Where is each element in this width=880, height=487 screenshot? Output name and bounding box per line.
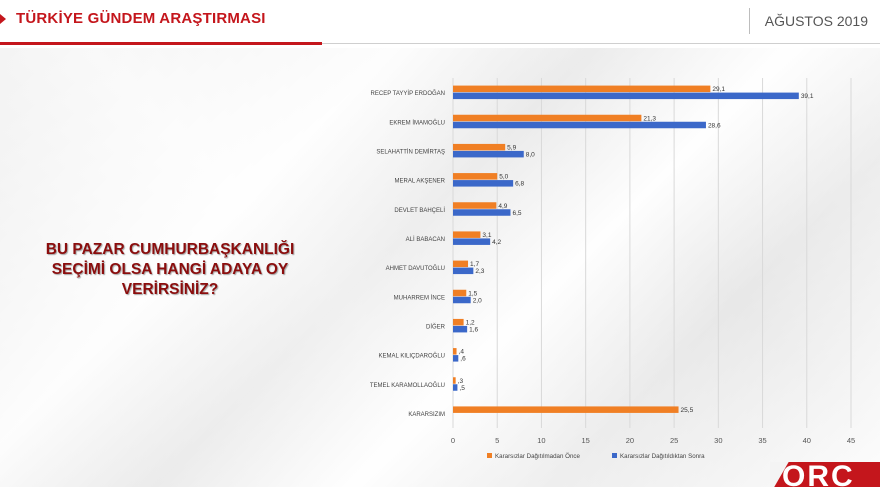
- data-label: 39,1: [801, 93, 814, 100]
- survey-question: BU PAZAR CUMHURBAŞKANLIĞI SEÇİMİ OLSA HA…: [22, 240, 318, 300]
- x-tick-label: 10: [537, 436, 545, 445]
- brand-logo-text: ORC: [782, 462, 855, 487]
- data-label: 6,8: [515, 181, 524, 188]
- category-label: MUHARREM İNCE: [394, 294, 445, 301]
- category-label: SELAHATTİN DEMİRTAŞ: [376, 148, 445, 155]
- category-label: TEMEL KARAMOLLAOĞLU: [370, 382, 445, 389]
- category-label: EKREM İMAMOĞLU: [389, 119, 445, 126]
- bar: [453, 377, 456, 384]
- bar: [453, 173, 498, 180]
- bar: [453, 355, 459, 362]
- bar: [453, 384, 458, 391]
- bar: [453, 296, 471, 304]
- data-label: 21,3: [643, 115, 656, 122]
- date-separator: [749, 8, 750, 34]
- x-tick-label: 0: [451, 436, 455, 445]
- bar: [453, 318, 464, 326]
- question-line-3: VERİRSİNİZ?: [121, 281, 219, 298]
- data-label: 6,5: [512, 210, 521, 217]
- data-label: ,4: [459, 349, 465, 356]
- title-underline: [0, 42, 322, 45]
- x-tick-label: 5: [495, 436, 499, 445]
- data-label: 1,5: [468, 290, 477, 297]
- data-label: 2,3: [475, 268, 484, 275]
- header-arrow-icon: [0, 14, 6, 24]
- data-label: ,6: [460, 356, 466, 363]
- legend-label: Kararsızlar Dağıtılmadan Önce: [495, 453, 581, 460]
- x-tick-label: 20: [626, 436, 634, 445]
- category-label: AHMET DAVUTOĞLU: [386, 265, 445, 272]
- bar: [453, 289, 467, 297]
- category-label: DİĞER: [426, 323, 446, 330]
- data-label: 4,2: [492, 239, 501, 246]
- bar: [453, 231, 481, 238]
- report-date: AĞUSTOS 2019: [764, 13, 868, 29]
- data-label: 28,6: [708, 122, 721, 129]
- bar: [453, 267, 474, 275]
- page-title: TÜRKİYE GÜNDEM ARAŞTIRMASI: [16, 10, 266, 27]
- bar: [453, 92, 799, 100]
- bar: [453, 143, 506, 151]
- bar: [453, 238, 491, 245]
- question-line-2: SEÇİMİ OLSA HANGİ ADAYA OY: [51, 261, 289, 278]
- header-bar: TÜRKİYE GÜNDEM ARAŞTIRMASI AĞUSTOS 2019: [0, 0, 880, 48]
- bar: [453, 85, 711, 93]
- data-label: 25,5: [681, 407, 694, 414]
- data-label: 1,7: [470, 261, 479, 268]
- data-label: 5,0: [499, 174, 508, 181]
- header-divider: [322, 43, 880, 44]
- bar: [453, 406, 679, 413]
- bar: [453, 202, 497, 209]
- data-label: 1,2: [466, 319, 475, 326]
- slide-background: [0, 48, 880, 487]
- category-label: MERAL AKŞENER: [395, 179, 446, 185]
- legend-label: Kararsızlar Dağıtıldıktan Sonra: [620, 453, 705, 460]
- category-label: KEMAL KILIÇDAROĞLU: [379, 353, 445, 360]
- bar: [453, 150, 524, 158]
- data-label: ,3: [458, 378, 464, 385]
- data-label: 3,1: [482, 232, 491, 239]
- x-tick-label: 30: [714, 436, 722, 445]
- data-label: 8,0: [526, 151, 535, 158]
- category-label: RECEP TAYYİP ERDOĞAN: [371, 90, 445, 97]
- brand-logo: ORC: [770, 462, 880, 487]
- data-label: ,5: [459, 385, 465, 392]
- x-tick-label: 15: [581, 436, 589, 445]
- data-label: 4,9: [498, 203, 507, 210]
- bar: [453, 114, 642, 122]
- legend-swatch: [487, 453, 492, 458]
- bar: [453, 180, 514, 187]
- x-tick-label: 25: [670, 436, 678, 445]
- category-label: ALİ BABACAN: [406, 236, 445, 243]
- data-label: 29,1: [712, 86, 725, 93]
- question-line-1: BU PAZAR CUMHURBAŞKANLIĞI: [45, 241, 295, 258]
- bar: [453, 121, 706, 129]
- data-label: 1,6: [469, 326, 478, 333]
- category-label: DEVLET BAHÇELİ: [394, 207, 445, 214]
- bar: [453, 209, 511, 216]
- x-tick-label: 45: [847, 436, 855, 445]
- data-label: 5,9: [507, 144, 516, 151]
- bar: [453, 348, 457, 355]
- bar: [453, 260, 469, 268]
- bar: [453, 325, 468, 333]
- x-tick-label: 35: [758, 436, 766, 445]
- legend-swatch: [612, 453, 617, 458]
- category-label: KARARSIZIM: [408, 412, 445, 418]
- x-tick-label: 40: [803, 436, 811, 445]
- data-label: 2,0: [473, 297, 482, 304]
